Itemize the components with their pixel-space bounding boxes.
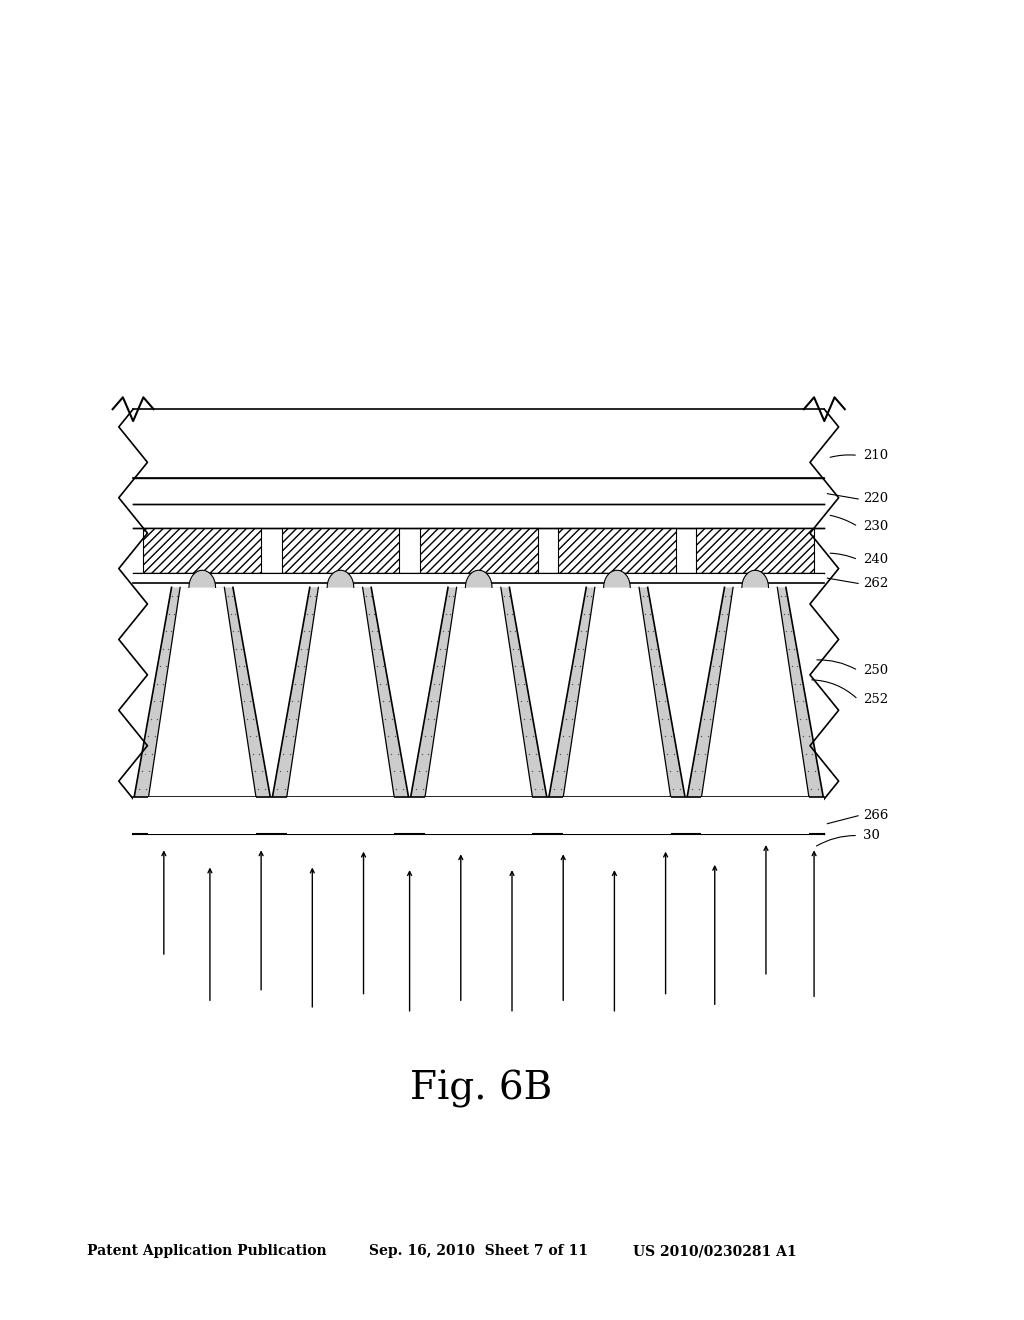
Text: Sep. 16, 2010  Sheet 7 of 11: Sep. 16, 2010 Sheet 7 of 11 [369, 1245, 588, 1258]
Polygon shape [465, 570, 493, 587]
Polygon shape [563, 587, 671, 797]
Polygon shape [420, 528, 538, 573]
FancyArrowPatch shape [816, 836, 855, 846]
Polygon shape [563, 797, 671, 834]
Polygon shape [287, 797, 394, 834]
Polygon shape [604, 570, 631, 587]
Polygon shape [411, 587, 547, 797]
Text: 262: 262 [863, 577, 889, 590]
Polygon shape [143, 528, 261, 573]
Polygon shape [328, 570, 354, 587]
Text: 266: 266 [863, 809, 889, 822]
Polygon shape [133, 797, 824, 834]
Text: 230: 230 [863, 520, 889, 533]
Polygon shape [282, 528, 399, 573]
FancyArrowPatch shape [817, 660, 856, 669]
Text: Fig. 6B: Fig. 6B [411, 1071, 552, 1107]
FancyArrowPatch shape [830, 455, 855, 457]
Polygon shape [687, 587, 823, 797]
Polygon shape [741, 570, 768, 587]
Text: 210: 210 [863, 449, 889, 462]
Text: 240: 240 [863, 553, 889, 566]
Polygon shape [188, 570, 216, 587]
Polygon shape [696, 528, 814, 573]
Polygon shape [425, 797, 532, 834]
FancyArrowPatch shape [830, 553, 855, 558]
Polygon shape [133, 573, 824, 583]
Polygon shape [701, 587, 809, 797]
Polygon shape [701, 797, 809, 834]
Text: Patent Application Publication: Patent Application Publication [87, 1245, 327, 1258]
Polygon shape [133, 478, 824, 504]
Text: 220: 220 [863, 492, 889, 506]
Text: US 2010/0230281 A1: US 2010/0230281 A1 [633, 1245, 797, 1258]
Polygon shape [134, 587, 270, 797]
Polygon shape [425, 587, 532, 797]
Polygon shape [287, 587, 394, 797]
Text: 252: 252 [863, 693, 889, 706]
Polygon shape [133, 409, 824, 478]
Text: 250: 250 [863, 664, 889, 677]
Text: 30: 30 [863, 829, 880, 842]
Polygon shape [549, 587, 685, 797]
FancyArrowPatch shape [812, 680, 856, 698]
FancyArrowPatch shape [830, 515, 856, 525]
Polygon shape [148, 587, 256, 797]
Polygon shape [272, 587, 409, 797]
Polygon shape [148, 797, 256, 834]
Polygon shape [558, 528, 676, 573]
